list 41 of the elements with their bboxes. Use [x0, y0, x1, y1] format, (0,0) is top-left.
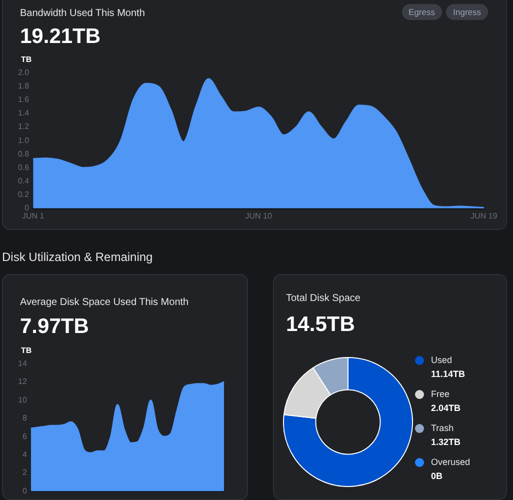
text: 0B	[431, 471, 443, 481]
y-tick-label: 1.6	[18, 95, 30, 104]
y-tick-label: 2.0	[18, 68, 30, 78]
chart-title: Total Disk Space	[286, 293, 360, 304]
legend-label: Trash	[431, 423, 455, 433]
data-label: 11.14TB	[431, 369, 466, 379]
y-tick-label: 1.0	[18, 136, 30, 145]
y-tick-label: 6	[22, 432, 28, 441]
y-tick-label: 12	[18, 377, 28, 386]
y-tick-label: 1.4	[18, 108, 30, 118]
chart-subtitle: 19.21TB	[20, 25, 101, 49]
chart-title: Bandwidth Used This Month	[20, 8, 145, 19]
x-tick-label: JUN 10	[245, 211, 272, 220]
y-tick-label: 14	[18, 359, 28, 368]
data-label: 1.32TB	[431, 437, 462, 447]
y-tick-label: 10	[18, 395, 28, 404]
data-label: 2.04TB	[431, 403, 462, 413]
y-tick-label: 2	[22, 468, 28, 478]
y-axis-title: TB	[21, 55, 32, 64]
x-tick-label: JUN 1	[22, 211, 45, 220]
y-tick-label: 0.8	[18, 149, 30, 158]
x-tick-label: JUN 19	[470, 211, 498, 220]
chart-subtitle: 14.5TB	[286, 313, 355, 337]
y-tick-label: 0.6	[18, 162, 30, 172]
y-tick-label: 0.2	[18, 190, 30, 200]
y-tick-label: 0	[24, 204, 30, 213]
text: Ingress	[446, 4, 488, 20]
y-tick-label: 1.8	[18, 82, 30, 91]
y-tick-label: 1.2	[18, 122, 30, 132]
y-tick-label: 0	[22, 486, 28, 496]
legend-label: Used	[431, 355, 454, 365]
y-axis-title: TB	[21, 346, 32, 355]
y-tick-label: 4	[22, 450, 28, 460]
y-tick-label: 0.4	[18, 176, 30, 186]
chart-subtitle: 7.97TB	[20, 315, 89, 339]
legend-label: Overused	[431, 457, 470, 467]
text: Disk Utilization & Remaining	[2, 250, 153, 264]
y-tick-label: 8	[22, 414, 28, 423]
chart-title: Average Disk Space Used This Month	[20, 297, 189, 308]
text: Egress	[402, 4, 442, 20]
legend-label: Free	[431, 389, 451, 399]
